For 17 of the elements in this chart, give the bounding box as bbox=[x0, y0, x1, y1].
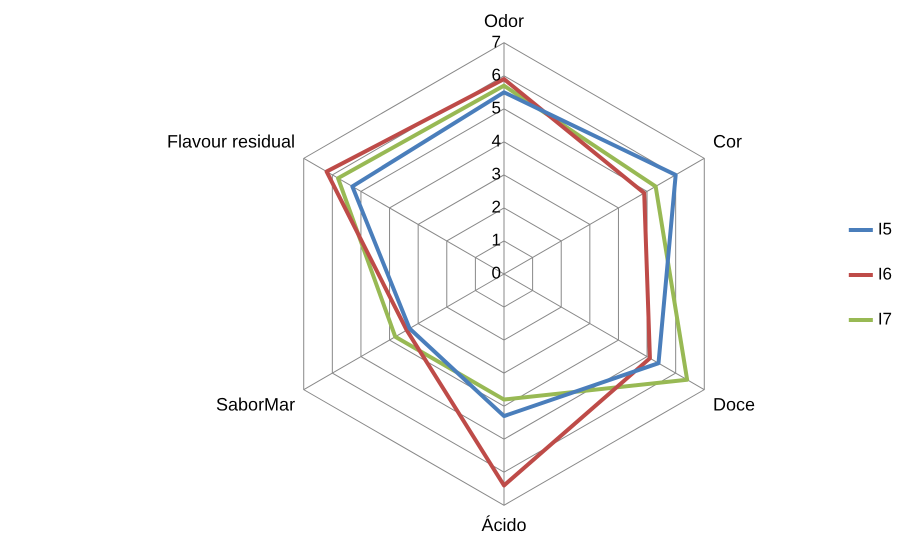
y-tick-label: 0 bbox=[492, 264, 501, 283]
y-tick-label: 2 bbox=[492, 198, 501, 217]
spoke-label: Doce bbox=[712, 394, 755, 414]
y-tick-label: 6 bbox=[492, 65, 501, 84]
legend-label: I5 bbox=[878, 220, 892, 239]
spoke-label: Cor bbox=[712, 132, 742, 152]
spoke-label: SaborMar bbox=[216, 394, 296, 414]
y-tick-label: 4 bbox=[492, 132, 501, 151]
y-tick-label: 3 bbox=[492, 164, 501, 184]
y-tick-label: 7 bbox=[492, 32, 501, 52]
spoke-label: Flavour residual bbox=[166, 132, 296, 152]
spoke-label: Odor bbox=[484, 10, 524, 31]
y-tick-label: 1 bbox=[492, 230, 501, 250]
spoke-label: Ácido bbox=[481, 515, 527, 536]
legend-label: I6 bbox=[878, 264, 892, 284]
legend-label: I7 bbox=[878, 310, 892, 329]
y-tick-label: 5 bbox=[492, 98, 501, 118]
